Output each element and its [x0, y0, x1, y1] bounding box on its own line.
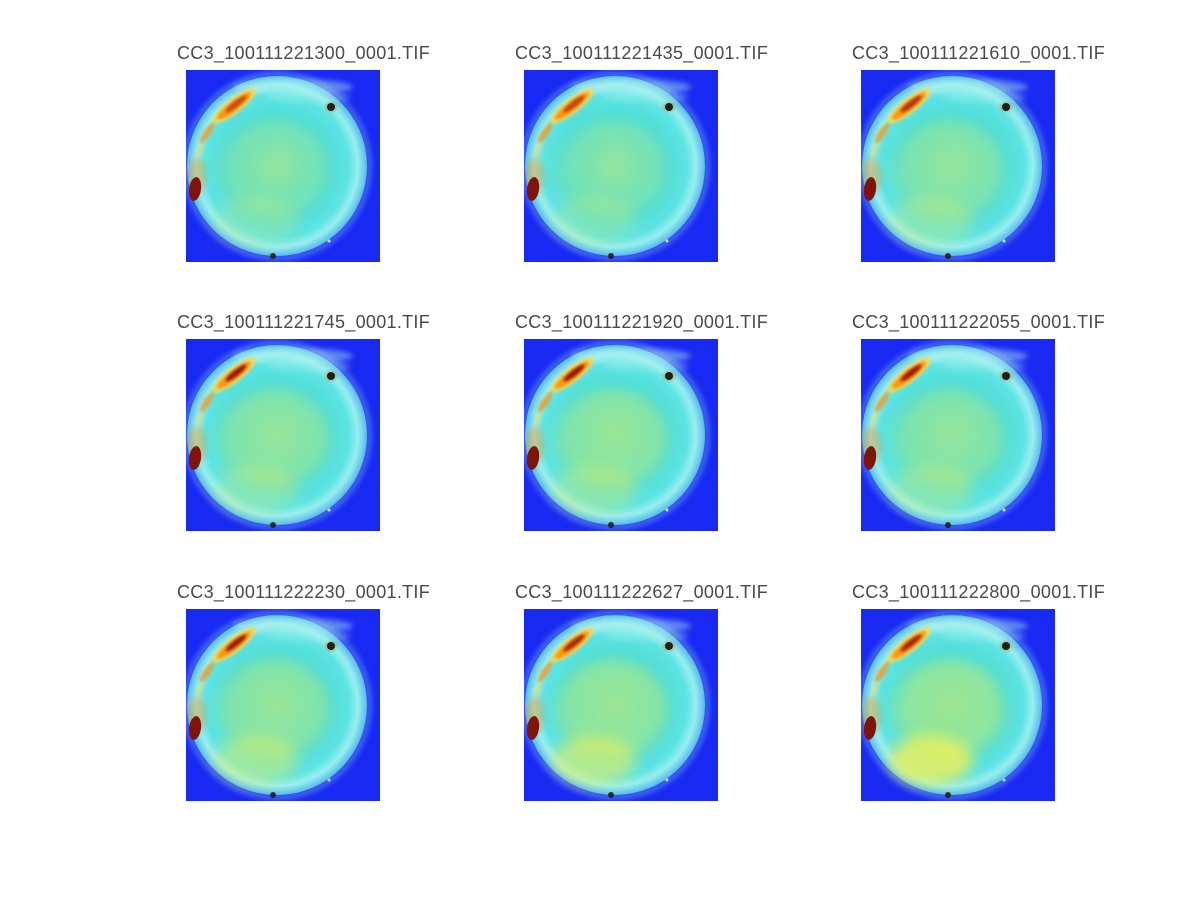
- sensor-noise-overlay: [861, 70, 1055, 262]
- fisheye-image: [861, 339, 1055, 531]
- subplot-title: CC3_100111221435_0001.TIF: [515, 43, 769, 63]
- subplot: CC3_100111222800_0001.TIF: [852, 582, 1105, 801]
- subplot: CC3_100111221300_0001.TIF: [177, 43, 430, 262]
- sensor-noise-overlay: [186, 609, 380, 801]
- sensor-noise-overlay: [861, 339, 1055, 531]
- subplot-title: CC3_100111221610_0001.TIF: [852, 43, 1106, 63]
- fisheye-image: [524, 70, 718, 262]
- fisheye-image: [861, 609, 1055, 801]
- subplot-title: CC3_100111222627_0001.TIF: [515, 582, 769, 602]
- subplot-title: CC3_100111222230_0001.TIF: [177, 582, 431, 602]
- sensor-noise-overlay: [186, 339, 380, 531]
- sensor-noise-overlay: [524, 70, 718, 262]
- fisheye-image: [861, 70, 1055, 262]
- fisheye-image: [524, 339, 718, 531]
- subplot-title: CC3_100111221920_0001.TIF: [515, 312, 769, 332]
- fisheye-image: [186, 70, 380, 262]
- subplot: CC3_100111221610_0001.TIF: [852, 43, 1105, 262]
- fisheye-image: [524, 609, 718, 801]
- fisheye-image: [186, 609, 380, 801]
- sensor-noise-overlay: [524, 609, 718, 801]
- subplot: CC3_100111221435_0001.TIF: [515, 43, 768, 262]
- subplot: CC3_100111221745_0001.TIF: [177, 312, 430, 531]
- subplot: CC3_100111222230_0001.TIF: [177, 582, 430, 801]
- subplot-title: CC3_100111221300_0001.TIF: [177, 43, 431, 63]
- fisheye-image: [186, 339, 380, 531]
- subplot-title: CC3_100111221745_0001.TIF: [177, 312, 431, 332]
- sensor-noise-overlay: [524, 339, 718, 531]
- subplot: CC3_100111222055_0001.TIF: [852, 312, 1105, 531]
- sensor-noise-overlay: [861, 609, 1055, 801]
- subplot: CC3_100111221920_0001.TIF: [515, 312, 768, 531]
- subplot-title: CC3_100111222800_0001.TIF: [852, 582, 1106, 602]
- sensor-noise-overlay: [186, 70, 380, 262]
- subplot: CC3_100111222627_0001.TIF: [515, 582, 768, 801]
- subplot-title: CC3_100111222055_0001.TIF: [852, 312, 1106, 332]
